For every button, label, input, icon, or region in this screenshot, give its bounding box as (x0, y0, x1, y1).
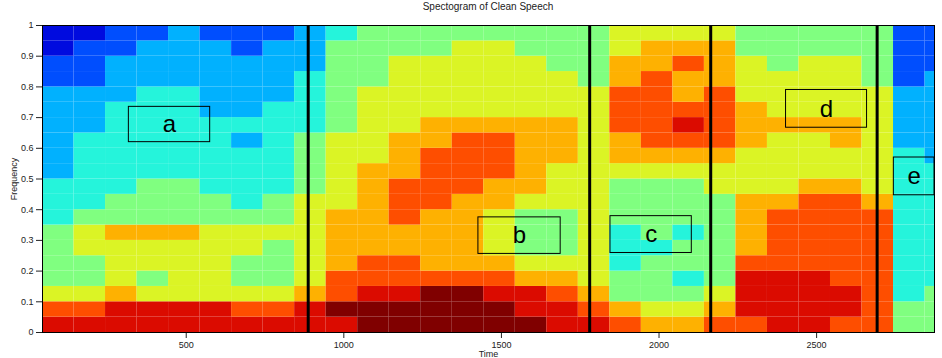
svg-text:2000: 2000 (649, 340, 669, 350)
svg-text:0: 0 (28, 327, 33, 337)
svg-text:500: 500 (179, 340, 194, 350)
svg-text:d: d (820, 95, 833, 122)
svg-text:0.2: 0.2 (21, 266, 34, 276)
svg-text:0.3: 0.3 (21, 235, 34, 245)
svg-text:0.5: 0.5 (21, 174, 34, 184)
svg-text:a: a (163, 110, 177, 137)
svg-text:1: 1 (28, 20, 33, 30)
svg-text:0.4: 0.4 (21, 205, 34, 215)
svg-text:2500: 2500 (807, 340, 827, 350)
svg-text:0.9: 0.9 (21, 51, 34, 61)
svg-text:0.1: 0.1 (21, 297, 34, 307)
svg-text:b: b (513, 221, 526, 248)
svg-text:c: c (645, 220, 657, 247)
svg-text:e: e (907, 162, 920, 189)
svg-text:1500: 1500 (491, 339, 512, 350)
svg-text:0.6: 0.6 (21, 143, 34, 153)
svg-text:Frequency: Frequency (9, 157, 19, 200)
svg-text:0.8: 0.8 (21, 82, 34, 92)
svg-text:1000: 1000 (334, 340, 354, 350)
svg-text:0.7: 0.7 (21, 112, 34, 122)
html-text:Spectogram of Clean Speech: Spectogram of Clean Speech (422, 1, 554, 12)
svg-text:Time: Time (479, 349, 499, 358)
